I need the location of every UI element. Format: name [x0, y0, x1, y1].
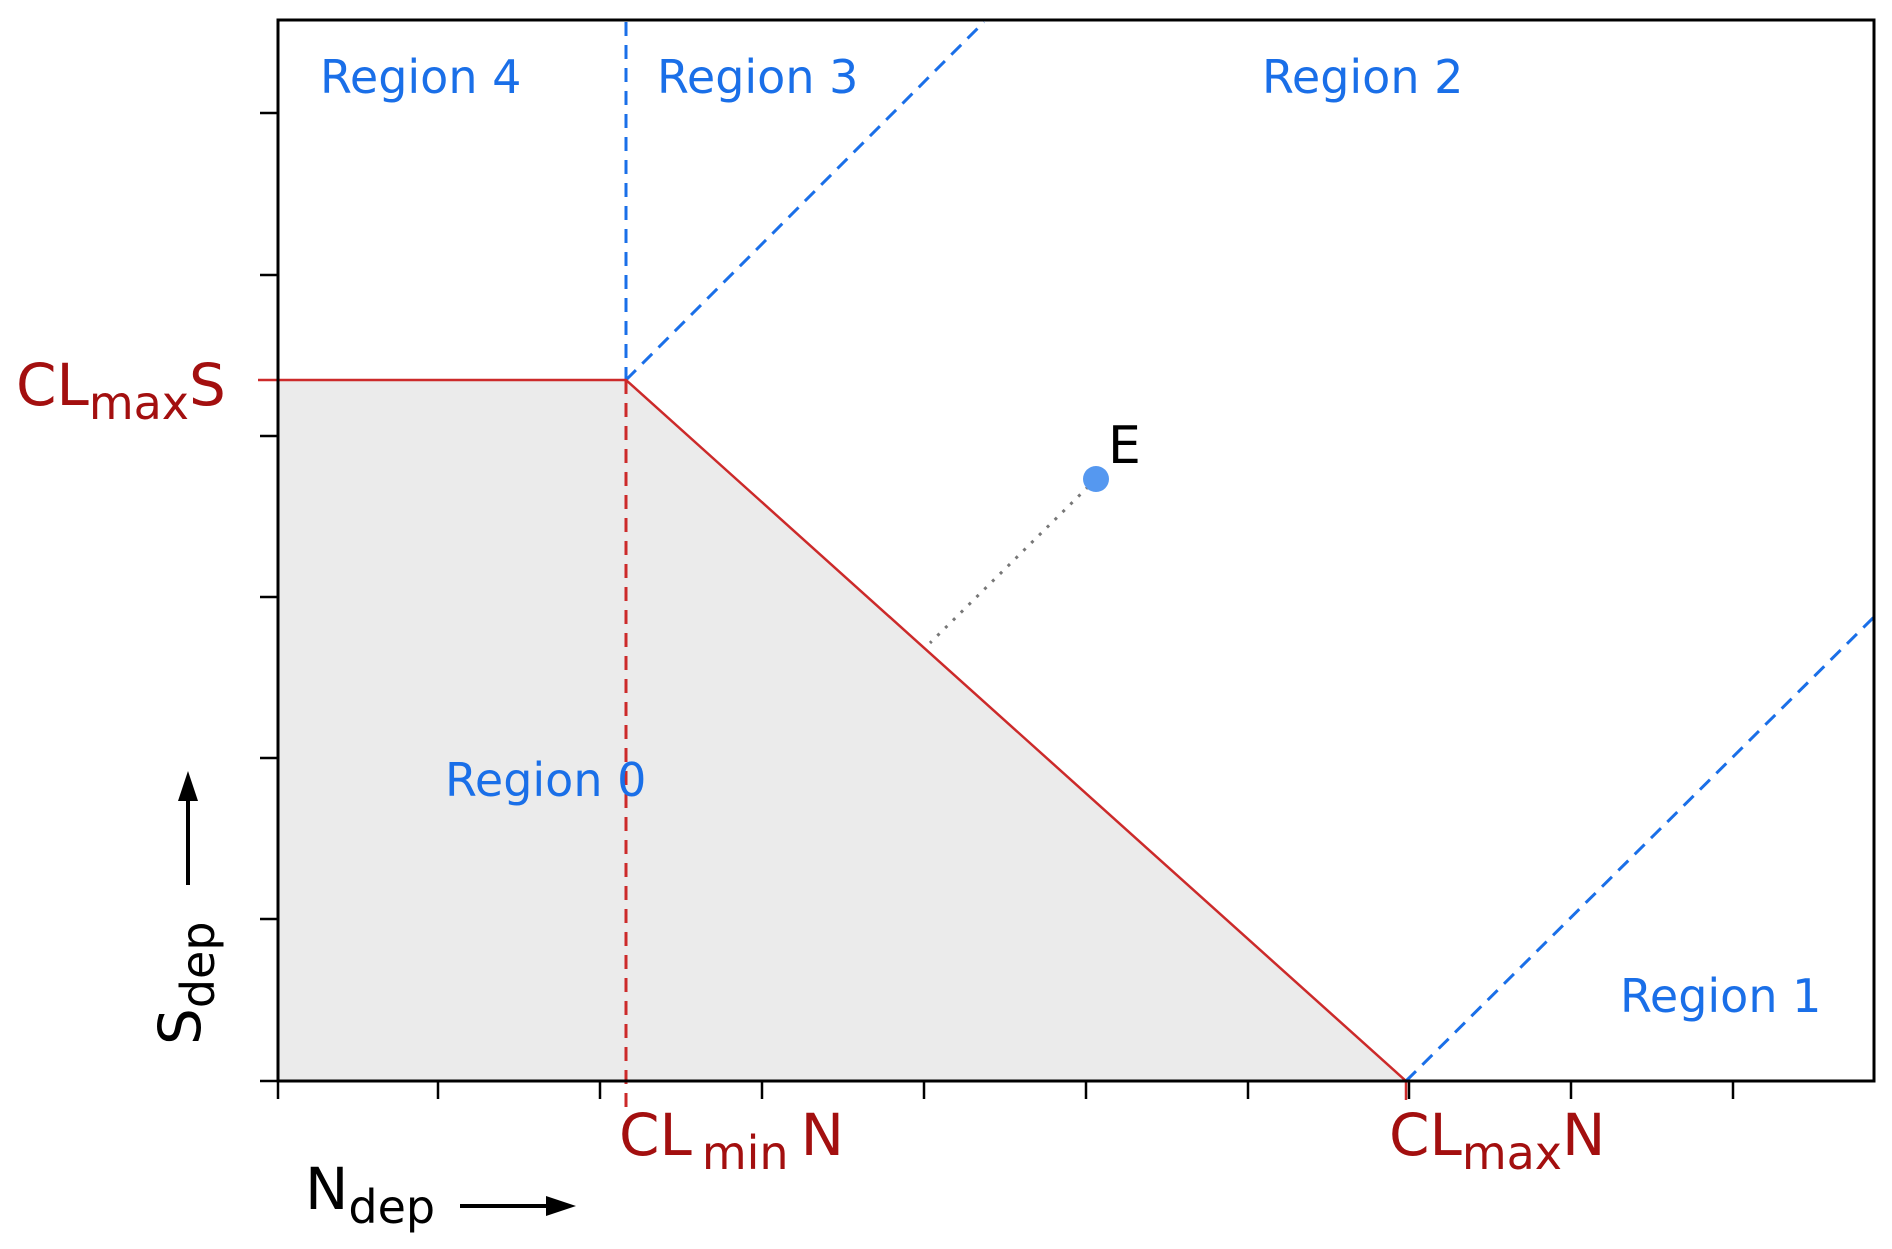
clmaxn-label: CLmaxN: [1389, 1101, 1605, 1180]
plot-frame: [276, 18, 1876, 1083]
region-1-2-boundary-line: [1404, 615, 1876, 1083]
deposition-point-e: [1083, 466, 1109, 492]
region-0-shaded-area: [278, 380, 1406, 1081]
region-4-label: Region 4: [320, 50, 521, 104]
x-axis-label: Ndep: [305, 1155, 435, 1234]
critical-load-function-line: [278, 378, 1407, 1082]
clmaxs-label: CLmaxS: [16, 351, 226, 430]
y-axis-label: Sdep: [146, 921, 225, 1045]
region-2-label: Region 2: [1262, 50, 1463, 104]
arrow-up-icon: [178, 771, 198, 885]
exceedance-distance-line: [928, 477, 1098, 645]
axis-ticks: [260, 111, 1735, 1099]
arrow-right-icon: [460, 1196, 576, 1216]
region-2-3-boundary-line: [624, 20, 986, 382]
region-0-label: Region 0: [445, 753, 646, 807]
region-1-label: Region 1: [1620, 969, 1821, 1023]
region-3-label: Region 3: [657, 50, 858, 104]
point-e-label: E: [1108, 416, 1141, 476]
clminn-label: CL min N: [619, 1101, 844, 1180]
